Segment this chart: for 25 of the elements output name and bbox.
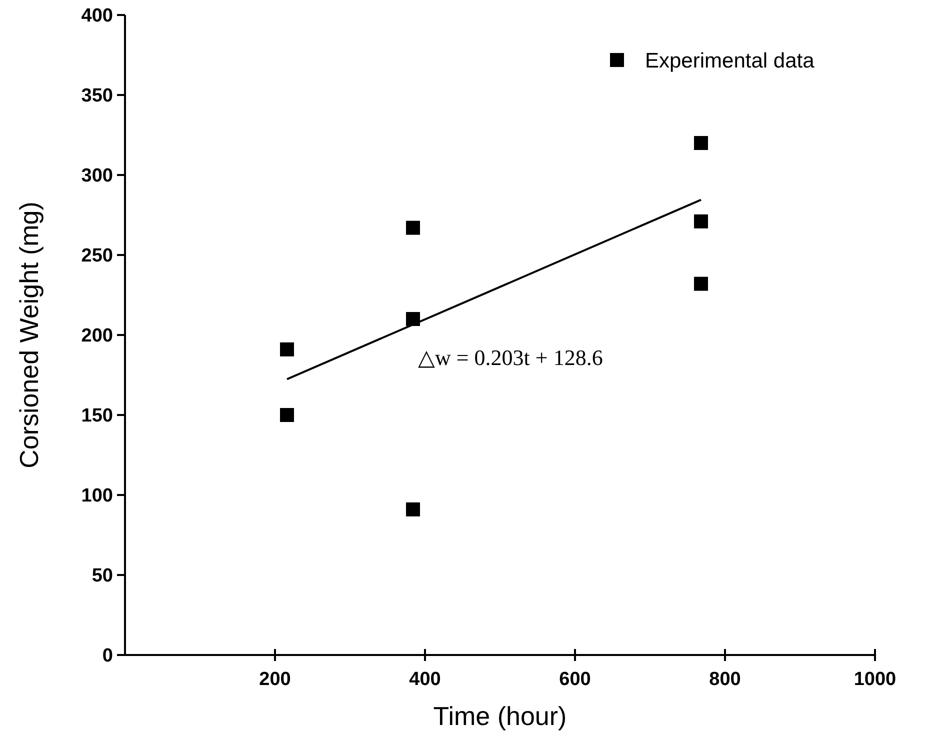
y-tick-label: 200 (81, 326, 113, 347)
point (694, 276, 708, 291)
annotation: △w = 0.203t + 128.6 (418, 345, 603, 370)
x-tick-label: 1000 (854, 669, 896, 690)
x-axis-title: Time (hour) (433, 701, 567, 731)
x-tick-label: 200 (259, 669, 291, 690)
y-tick-label: 50 (92, 566, 113, 587)
point (406, 220, 420, 235)
y-axis-title: Corsioned Weight (mg) (14, 202, 44, 468)
point (406, 502, 420, 516)
y-tick-label: 100 (81, 486, 113, 507)
legend-label: Experimental data (645, 49, 815, 72)
point (694, 136, 708, 150)
y-tick-label: 250 (81, 246, 113, 267)
point (280, 342, 294, 356)
y-tick-label: 350 (81, 86, 113, 107)
y-tick-label: 0 (102, 646, 113, 667)
y-tick-label: 150 (81, 406, 113, 427)
x-tick-label: 400 (409, 669, 441, 690)
y-tick-label: 400 (81, 6, 113, 27)
y-tick-label: 300 (81, 166, 113, 187)
point (280, 408, 294, 422)
x-tick-label: 600 (559, 669, 591, 690)
point (694, 214, 708, 228)
x-tick-label: 800 (709, 669, 741, 690)
